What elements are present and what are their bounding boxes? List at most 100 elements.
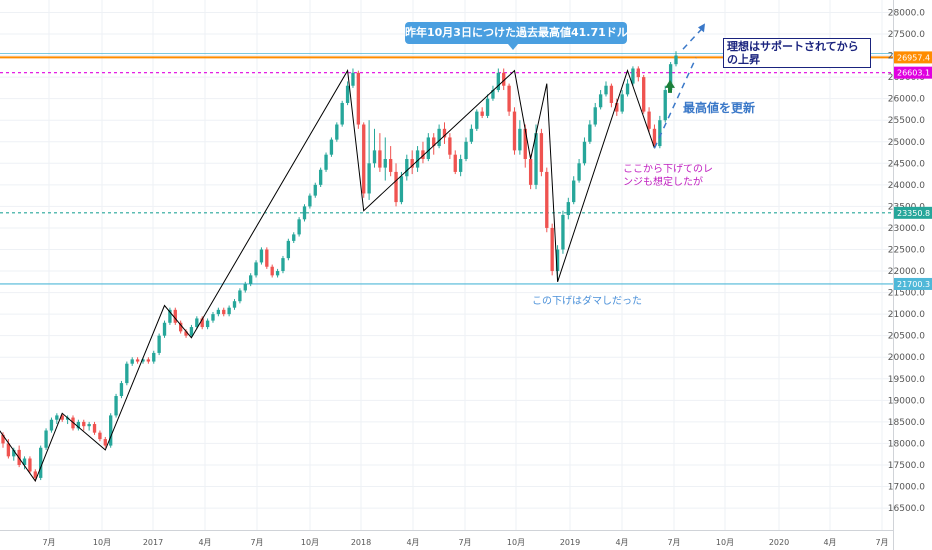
y-tick-label: 19500.0 (888, 375, 925, 385)
candle-body (636, 68, 640, 78)
candle-body (362, 124, 366, 194)
candle-body (195, 318, 199, 328)
candle-body (383, 158, 387, 168)
candle-body (367, 163, 371, 194)
candle-body (620, 94, 624, 112)
candle-body (345, 85, 350, 103)
candle-body (179, 322, 183, 332)
candle-body (12, 449, 16, 457)
candle-body (1, 434, 5, 444)
price-tag (894, 51, 932, 64)
candle-body (588, 124, 592, 142)
candle-body (243, 283, 247, 291)
note-fakeout: この下げはダマしだった (532, 296, 642, 307)
candle-body (674, 55, 678, 65)
candle-body (135, 359, 140, 362)
price-tag (894, 66, 932, 79)
candle-body (184, 331, 188, 336)
candle-body (523, 128, 527, 159)
candle-body (82, 421, 86, 427)
candle-body (421, 150, 425, 159)
candle-body (60, 415, 64, 420)
candle-body (318, 169, 323, 185)
candle-body (329, 139, 334, 155)
x-tick-label: 7月 (458, 538, 471, 547)
x-tick-label: 4月 (198, 538, 211, 547)
price-tag-label: 26957.4 (897, 53, 930, 62)
up-arrow-icon (665, 79, 675, 93)
candle-body (399, 176, 404, 203)
candle-body (265, 249, 269, 267)
candle-body (491, 90, 495, 99)
candle-body (539, 133, 544, 172)
candle-body (518, 128, 522, 151)
candle-body (211, 314, 215, 321)
candle-body (647, 111, 651, 129)
y-tick-label: 16500.0 (888, 504, 925, 514)
candle-body (49, 419, 54, 431)
x-axis: 7月 10月 2017 4月 7月 10月 2018 4月 7月 10月 2019 4月 7月 10月 20… (0, 530, 893, 547)
y-tick-label: 22000.0 (888, 267, 925, 277)
candle-body (39, 447, 43, 478)
candle-body (281, 258, 285, 272)
candle-body (372, 150, 377, 164)
candle-body (528, 158, 533, 185)
candle-body (577, 163, 581, 181)
candle-body (652, 128, 657, 147)
candle-body (480, 111, 484, 116)
candle-body (114, 396, 118, 416)
candle-body (507, 85, 511, 112)
candle-body (297, 219, 301, 235)
projection-arrow (653, 57, 697, 149)
candle-body (550, 227, 554, 272)
y-tick-label: 20000.0 (888, 353, 925, 363)
candle-body (119, 383, 124, 397)
candle-body (566, 202, 570, 216)
wave-path (0, 69, 655, 482)
arrow-head (698, 23, 705, 33)
candle-body (55, 415, 59, 420)
candle-body (534, 133, 538, 185)
x-tick-label: 4月 (615, 538, 628, 547)
x-tick-label: 2017 (143, 538, 163, 547)
candle-body (453, 154, 457, 172)
candle-body (555, 249, 560, 272)
candle-body (109, 415, 113, 446)
y-tick-label: 26000.0 (888, 95, 925, 105)
x-tick-label: 10月 (301, 538, 319, 547)
candle-body (442, 128, 447, 138)
candle-body (545, 171, 549, 228)
x-tick-label: 10月 (507, 538, 525, 547)
candle-body (152, 352, 156, 362)
x-tick-label: 4月 (823, 538, 836, 547)
y-tick-label: 25500.0 (888, 116, 925, 126)
candle-body (351, 72, 355, 86)
candle-body (663, 90, 667, 121)
candle-body (615, 102, 619, 112)
candle-body (227, 307, 231, 315)
candle-body (254, 262, 258, 276)
candle-body (625, 83, 630, 95)
candle-body (146, 359, 151, 362)
candle-body (162, 322, 167, 336)
note-ideal: 理想はサポートされてからの上昇 (723, 38, 871, 68)
candle-body (609, 85, 614, 103)
note-range: ここから下げてのレンジも想定したが (623, 164, 713, 188)
x-tick-label: 2020 (769, 538, 789, 547)
candle-body (141, 359, 145, 362)
candle-body (222, 309, 226, 315)
candle-body (302, 206, 307, 220)
candle-body (205, 320, 210, 328)
price-tags: 26957.4 26603.1 23350.8 21700.3 (894, 51, 932, 290)
x-tick-label: 2019 (560, 538, 580, 547)
candle-body (238, 290, 242, 302)
candlesticks (1, 51, 678, 482)
y-tick-label: 17500.0 (888, 461, 925, 471)
candle-body (22, 458, 27, 465)
candle-body (668, 64, 673, 91)
candle-body (232, 301, 237, 308)
y-tick-label: 21500.0 (888, 289, 925, 299)
candle-body (44, 430, 48, 448)
y-tick-label: 28000.0 (888, 8, 925, 18)
